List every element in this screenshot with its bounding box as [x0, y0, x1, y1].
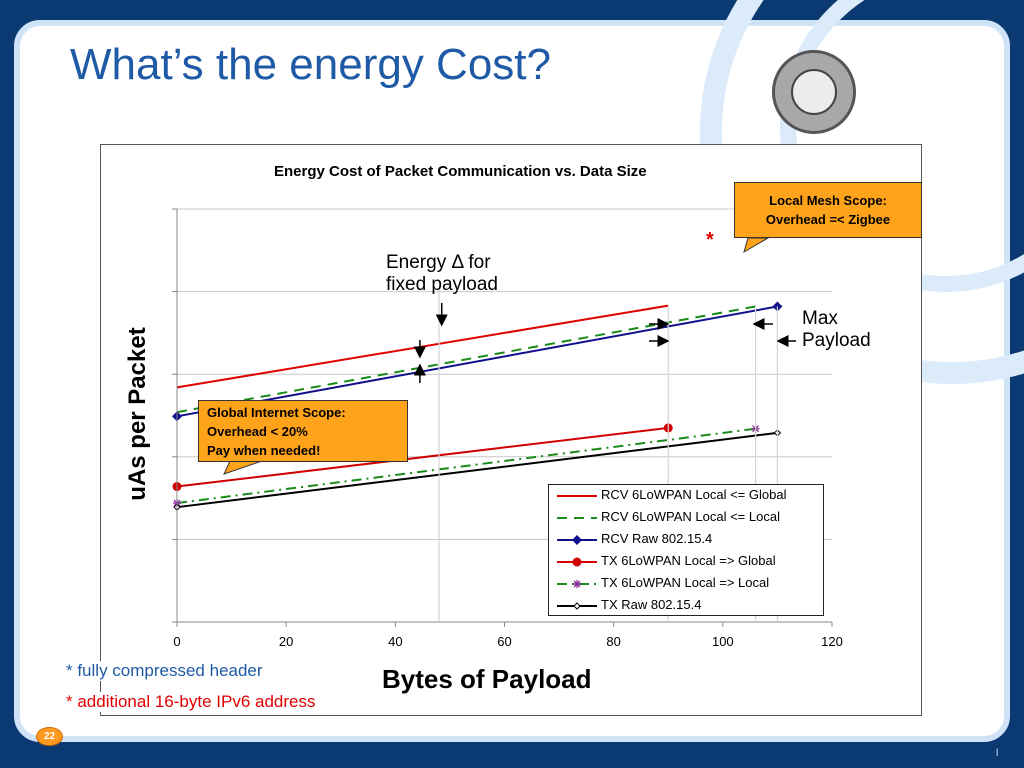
data-point — [572, 535, 582, 545]
legend-label: TX 6LoWPAN Local => Local — [601, 575, 770, 590]
energy-delta-label-2: fixed payload — [386, 274, 498, 295]
global-callout-line-3: Pay when needed! — [207, 443, 321, 458]
series-line — [176, 305, 756, 414]
legend-label: TX 6LoWPAN Local => Global — [601, 553, 776, 568]
legend-item: RCV 6LoWPAN Local <= Global — [549, 485, 825, 507]
data-point — [573, 580, 581, 588]
global-scope-callout: Global Internet Scope: Overhead < 20% Pa… — [198, 400, 408, 462]
local-callout-line-2: Overhead =< Zigbee — [765, 212, 891, 227]
max-payload-label-2: Payload — [802, 330, 871, 351]
legend-item: TX Raw 802.15.4 — [549, 595, 825, 617]
global-callout-line-1: Global Internet Scope: — [207, 405, 346, 420]
max-payload-label-1: Max — [802, 308, 838, 329]
x-tick-label: 60 — [497, 634, 512, 649]
series-line — [176, 427, 756, 505]
university-seal-icon — [772, 50, 856, 134]
energy-delta-label-1: Energy Δ for — [386, 252, 491, 273]
local-callout-line-1: Local Mesh Scope: — [769, 193, 887, 208]
legend-label: RCV 6LoWPAN Local <= Global — [601, 487, 787, 502]
data-point — [572, 557, 582, 567]
data-point — [573, 602, 581, 610]
series-line — [176, 304, 669, 389]
local-scope-callout: Local Mesh Scope: Overhead =< Zigbee — [734, 182, 922, 238]
page-number-badge: 22 — [36, 727, 63, 746]
star-stroke — [573, 580, 581, 588]
local-callout-pointer — [743, 237, 770, 254]
x-axis-label: Bytes of Payload — [382, 664, 592, 694]
legend-label: RCV Raw 802.15.4 — [601, 531, 713, 546]
x-tick-label: 20 — [278, 634, 294, 649]
legend-item: TX 6LoWPAN Local => Global — [549, 551, 825, 573]
chart-legend: RCV 6LoWPAN Local <= Global RCV 6LoWPAN … — [548, 484, 824, 616]
series-line — [176, 305, 778, 418]
legend-item: RCV 6LoWPAN Local <= Local — [549, 507, 825, 529]
x-tick-label: 40 — [388, 634, 403, 649]
footnote-compressed-header: * fully compressed header — [66, 661, 263, 681]
footnote-ipv6-address: * additional 16-byte IPv6 address — [66, 692, 324, 712]
global-callout-pointer — [223, 460, 263, 475]
x-tick-label: 120 — [821, 634, 843, 649]
series-line — [176, 426, 669, 488]
legend-item: RCV Raw 802.15.4 — [549, 529, 825, 551]
y-axis-label: uAs per Packet — [124, 327, 151, 501]
legend-label: TX Raw 802.15.4 — [601, 597, 702, 612]
slide-title: What’s the energy Cost? — [70, 40, 551, 89]
global-callout-line-2: Overhead < 20% — [207, 424, 308, 439]
seal-center — [791, 69, 837, 115]
additional-address-star: * — [706, 229, 714, 251]
x-tick-label: 80 — [606, 634, 621, 649]
chart-title: Energy Cost of Packet Communication vs. … — [274, 163, 647, 180]
series-line — [176, 431, 778, 509]
legend-swatches — [557, 495, 597, 610]
legend-label: RCV 6LoWPAN Local <= Local — [601, 509, 780, 524]
corner-mark: l — [996, 748, 999, 759]
legend-item: TX 6LoWPAN Local => Local — [549, 573, 825, 595]
x-tick-label: 0 — [173, 634, 181, 649]
x-tick-label: 100 — [711, 634, 734, 649]
